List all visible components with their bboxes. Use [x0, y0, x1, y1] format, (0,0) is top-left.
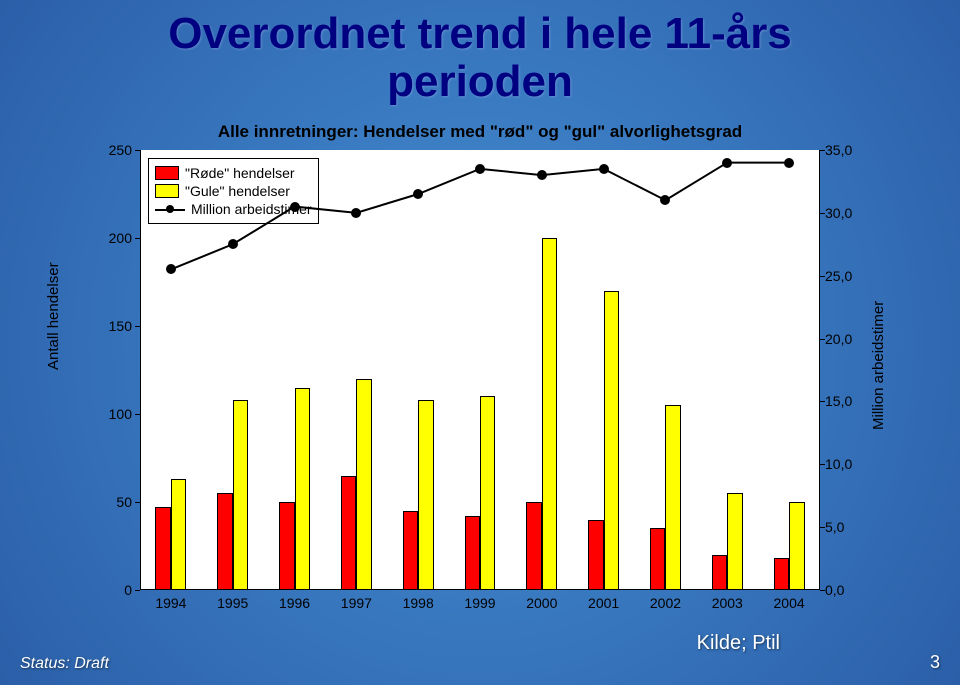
y-left-tick: 50 [70, 494, 132, 510]
bar-red [341, 476, 356, 590]
y-left-tick: 250 [70, 142, 132, 158]
x-tick: 1995 [203, 595, 263, 611]
bar-yellow [171, 479, 186, 590]
legend-swatch-icon [155, 166, 179, 180]
source-label: Kilde; Ptil [697, 632, 780, 655]
axis-line [140, 150, 141, 590]
slide-title: Overordnet trend i hele 11-års perioden [0, 10, 960, 107]
legend-swatch-icon [155, 184, 179, 198]
y-left-tick: 150 [70, 318, 132, 334]
line-marker [722, 158, 732, 168]
tick-mark [820, 213, 825, 214]
x-tick: 1994 [141, 595, 201, 611]
bar-yellow [295, 388, 310, 590]
title-line2: perioden [387, 57, 573, 106]
tick-mark [820, 150, 825, 151]
x-tick: 2004 [759, 595, 819, 611]
line-marker [166, 264, 176, 274]
tick-mark [820, 339, 825, 340]
bar-yellow [356, 379, 371, 590]
tick-mark [820, 464, 825, 465]
y-right-tick: 20,0 [825, 331, 875, 347]
y-right-tick: 15,0 [825, 393, 875, 409]
bar-yellow [233, 400, 248, 590]
bar-yellow [789, 502, 804, 590]
line-marker [599, 164, 609, 174]
bar-red [217, 493, 232, 590]
x-tick: 1999 [450, 595, 510, 611]
bar-red [403, 511, 418, 590]
bar-red [774, 558, 789, 590]
bar-yellow [480, 396, 495, 590]
chart: Antall hendelser Million arbeidstimer "R… [70, 150, 890, 625]
x-tick: 1996 [265, 595, 325, 611]
slide: Overordnet trend i hele 11-års perioden … [0, 0, 960, 685]
page-number: 3 [930, 652, 940, 673]
bar-red [465, 516, 480, 590]
y-right-tick: 0,0 [825, 582, 875, 598]
tick-mark [820, 527, 825, 528]
y-axis-left-label: Antall hendelser [45, 262, 62, 370]
line-marker [228, 239, 238, 249]
line-marker [784, 158, 794, 168]
legend-item-red: "Røde" hendelser [155, 165, 312, 181]
plot-area: "Røde" hendelser "Gule" hendelser Millio… [140, 150, 820, 590]
bar-red [712, 555, 727, 590]
legend-label: "Gule" hendelser [185, 183, 290, 199]
y-right-tick: 35,0 [825, 142, 875, 158]
tick-mark [820, 276, 825, 277]
axis-line [140, 589, 820, 590]
line-marker [660, 195, 670, 205]
y-right-tick: 25,0 [825, 268, 875, 284]
bar-yellow [727, 493, 742, 590]
y-axis-right-label: Million arbeidstimer [870, 301, 887, 430]
legend: "Røde" hendelser "Gule" hendelser Millio… [148, 158, 319, 224]
line-marker [290, 202, 300, 212]
bar-red [279, 502, 294, 590]
status-label: Status: Draft [20, 655, 109, 673]
bar-yellow [665, 405, 680, 590]
legend-item-line: Million arbeidstimer [155, 201, 312, 217]
tick-mark [820, 590, 825, 591]
bar-yellow [542, 238, 557, 590]
bar-red [155, 507, 170, 590]
title-line1: Overordnet trend i hele 11-års [168, 9, 792, 58]
chart-subtitle: Alle innretninger: Hendelser med "rød" o… [0, 122, 960, 142]
legend-label: "Røde" hendelser [185, 165, 295, 181]
y-left-tick: 200 [70, 230, 132, 246]
bar-yellow [418, 400, 433, 590]
tick-mark [820, 401, 825, 402]
x-tick: 2002 [635, 595, 695, 611]
line-marker [475, 164, 485, 174]
bar-yellow [604, 291, 619, 590]
x-tick: 2001 [574, 595, 634, 611]
bar-red [588, 520, 603, 590]
x-tick: 1998 [388, 595, 448, 611]
line-marker [413, 189, 423, 199]
axis-line [819, 150, 820, 590]
x-tick: 2003 [697, 595, 757, 611]
y-left-tick: 0 [70, 582, 132, 598]
bar-red [526, 502, 541, 590]
line-marker [351, 208, 361, 218]
y-right-tick: 30,0 [825, 205, 875, 221]
y-right-tick: 5,0 [825, 519, 875, 535]
y-right-tick: 10,0 [825, 456, 875, 472]
x-tick: 1997 [326, 595, 386, 611]
bar-red [650, 528, 665, 590]
x-tick: 2000 [512, 595, 572, 611]
legend-line-icon [155, 203, 185, 215]
line-marker [537, 170, 547, 180]
legend-item-yellow: "Gule" hendelser [155, 183, 312, 199]
y-left-tick: 100 [70, 406, 132, 422]
tick-mark [135, 590, 140, 591]
